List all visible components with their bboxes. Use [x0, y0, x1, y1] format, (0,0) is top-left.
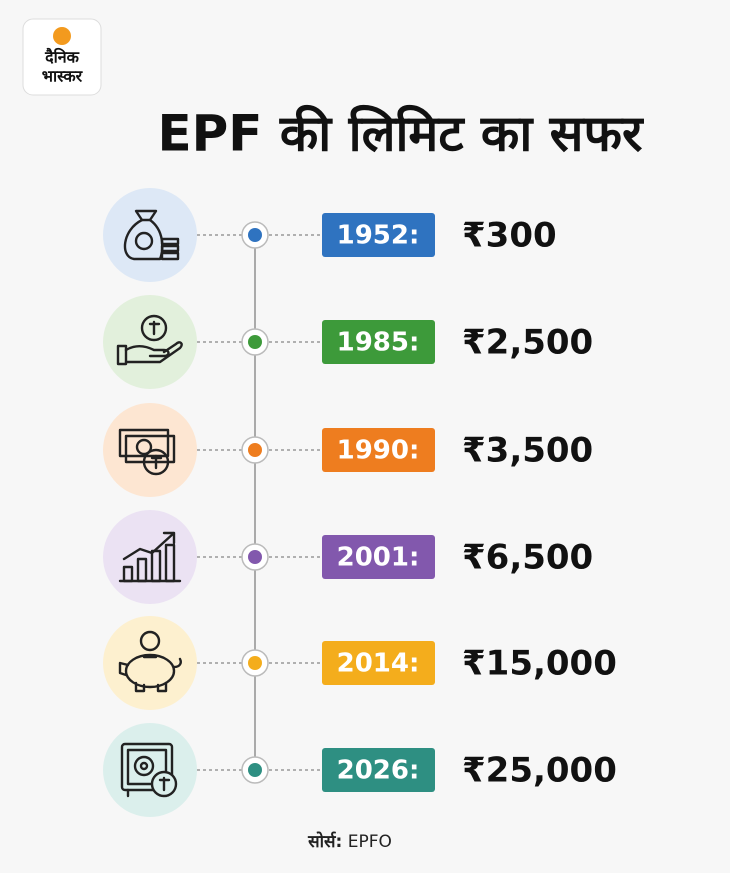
icon-money-bag	[123, 209, 180, 261]
year-label: 2014:	[337, 649, 420, 679]
icon-piggy-bank	[118, 630, 182, 693]
title: EPF की लिमिट का सफर	[158, 105, 645, 163]
source-label: सोर्स:	[307, 831, 342, 852]
year-box	[322, 428, 435, 472]
icon-growth-chart	[118, 531, 182, 583]
year-box	[322, 535, 435, 579]
icon-circle	[103, 295, 197, 389]
year-label: 2001:	[337, 543, 420, 573]
icon-notes-coin	[118, 428, 176, 476]
timeline-row: 2026: ₹25,000	[103, 723, 617, 817]
year-box	[322, 641, 435, 685]
amount: ₹15,000	[462, 644, 617, 684]
timeline-dot-inner	[248, 335, 262, 349]
year-label: 1985:	[337, 328, 420, 358]
logo-text: दैनिक	[44, 48, 80, 67]
logo-box	[22, 18, 102, 96]
year-label: 1990:	[337, 436, 420, 466]
amount: ₹3,500	[462, 431, 593, 471]
year-box	[322, 213, 435, 257]
timeline-row: 1985: ₹2,500	[103, 295, 593, 389]
source-value: EPFO	[348, 832, 392, 852]
icon-safe	[120, 742, 178, 798]
timeline-dot-inner	[248, 228, 262, 242]
year-box	[322, 748, 435, 792]
timeline-dot-inner	[248, 763, 262, 777]
rows: 1952: ₹300 1985: ₹2,500 1990: ₹3,500 2001: ₹6,5…	[103, 188, 617, 817]
logo-sun	[53, 27, 71, 45]
timeline-row: 2014: ₹15,000	[103, 616, 617, 710]
amount: ₹300	[462, 216, 557, 256]
year-box	[322, 320, 435, 364]
icons	[116, 209, 183, 798]
timeline-dot-inner	[248, 550, 262, 564]
amount: ₹25,000	[462, 751, 617, 791]
amount: ₹2,500	[462, 323, 593, 363]
year-label: 2026:	[337, 756, 420, 786]
timeline-dot-inner	[248, 656, 262, 670]
icon-hand-coin	[116, 314, 183, 366]
year-label: 1952:	[337, 221, 420, 251]
icon-circle	[103, 723, 197, 817]
amount: ₹6,500	[462, 538, 593, 578]
logo-text: भास्कर	[42, 67, 84, 86]
source: सोर्स: EPFO	[307, 831, 392, 852]
logo: दैनिक भास्कर	[22, 18, 102, 96]
icon-circle	[103, 510, 197, 604]
icon-circle	[103, 616, 197, 710]
timeline-dot-inner	[248, 443, 262, 457]
